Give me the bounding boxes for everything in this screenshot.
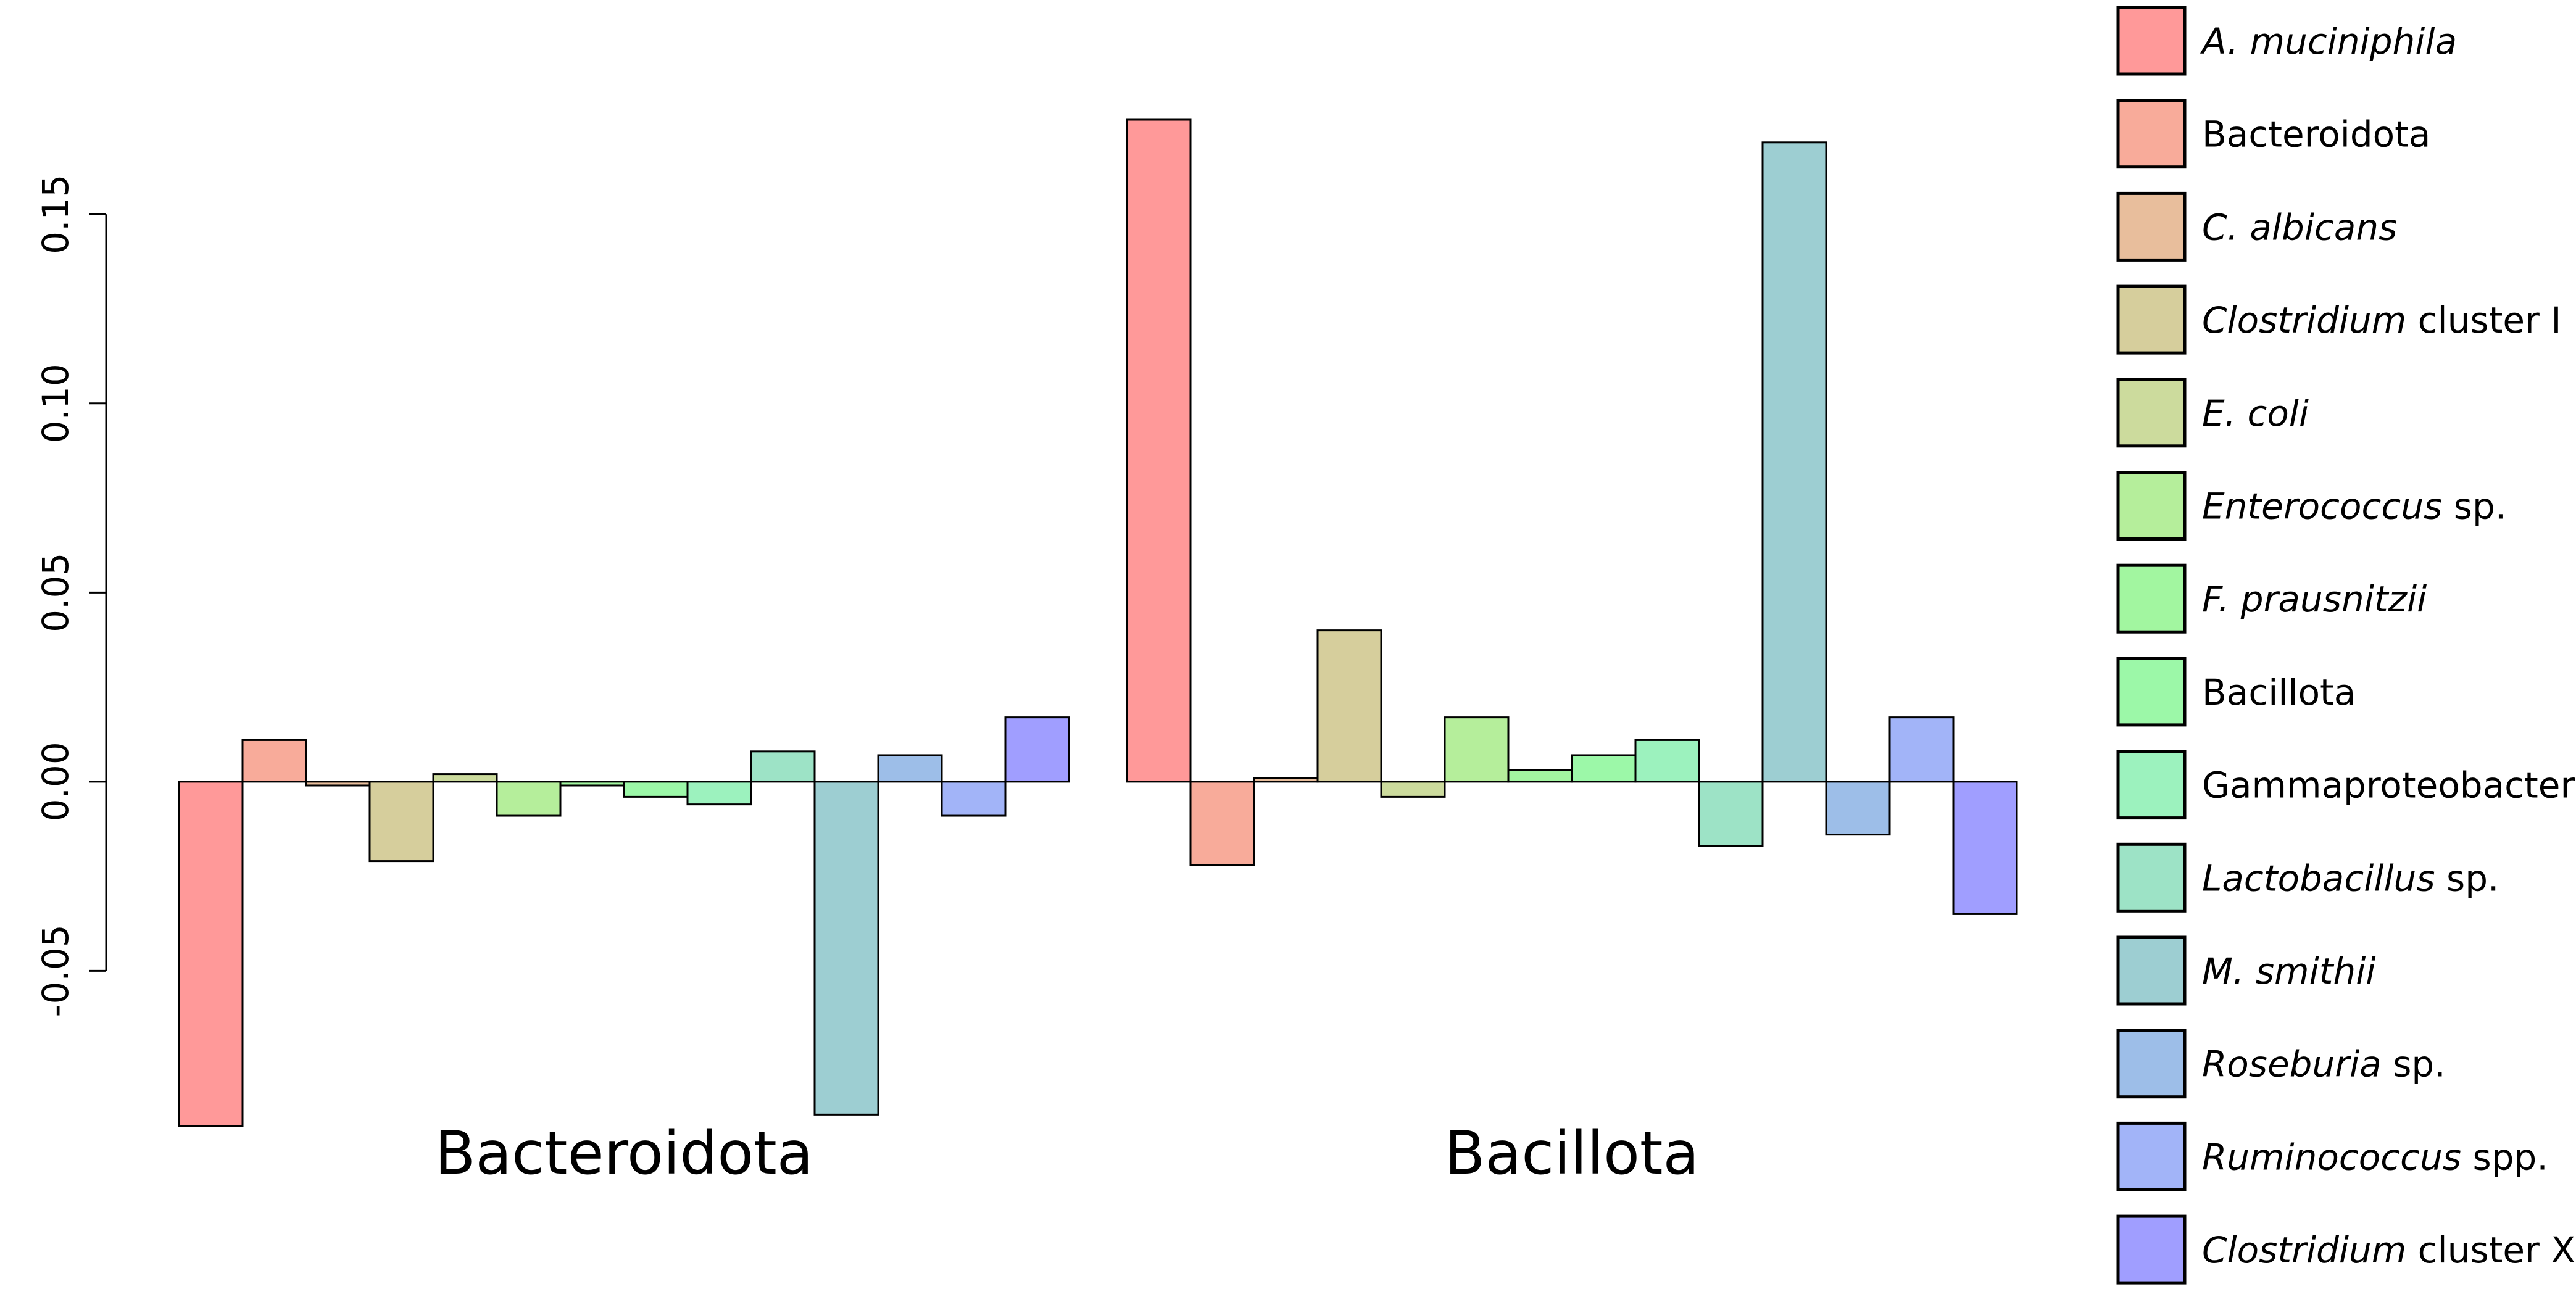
bar — [559, 781, 625, 787]
legend-swatch — [2116, 99, 2187, 169]
bar — [368, 781, 434, 863]
bar — [1004, 716, 1070, 783]
legend-item: Ruminococcus spp. — [2116, 1121, 2548, 1191]
legend-label: Roseburia sp. — [2202, 1043, 2446, 1085]
legend-swatch — [2116, 1121, 2187, 1191]
bar — [877, 754, 943, 783]
category-labels: Bacteroidota Bacillota — [434, 1119, 1699, 1188]
y-tick-label: 0.05 — [35, 553, 77, 632]
legend-item: Clostridium cluster XIV — [2116, 1214, 2576, 1285]
legend-label: Ruminococcus spp. — [2202, 1136, 2548, 1178]
legend-label: Clostridium cluster XIV — [2202, 1229, 2576, 1271]
bar — [1825, 781, 1891, 836]
category-label: Bacillota — [1445, 1119, 1700, 1188]
legend-swatch — [2116, 842, 2187, 913]
legend-label: F. prausnitzii — [2202, 578, 2427, 620]
bar — [1888, 716, 1955, 783]
bar — [941, 781, 1007, 817]
y-tick-label: 0.00 — [35, 742, 77, 821]
bar — [1952, 781, 2018, 915]
legend-swatch — [2116, 378, 2187, 448]
legend-label: Bacillota — [2202, 671, 2356, 713]
bar — [813, 781, 879, 1116]
legend-swatch — [2116, 1214, 2187, 1285]
legend-label: M. smithii — [2202, 950, 2375, 992]
legend-item: A. muciniphila — [2116, 6, 2457, 76]
bar-group-bacillota — [1126, 118, 2018, 915]
bar — [305, 781, 371, 787]
bar — [1253, 777, 1319, 783]
legend-label: E. coli — [2202, 392, 2309, 434]
legend-swatch — [2116, 284, 2187, 355]
bar — [686, 781, 752, 806]
legend-item: Bacteroidota — [2116, 99, 2430, 169]
bar — [1698, 781, 1764, 847]
legend-item: Clostridium cluster I — [2116, 284, 2561, 355]
legend-item: Lactobacillus sp. — [2116, 842, 2499, 913]
bar — [1316, 629, 1382, 783]
bar — [1126, 118, 1192, 783]
bar — [178, 781, 244, 1127]
legend-item: M. smithii — [2116, 935, 2375, 1006]
bar-group-bacteroidota — [178, 716, 1070, 1127]
y-tick-label: 0.15 — [35, 175, 77, 254]
legend-label: Bacteroidota — [2202, 114, 2430, 155]
bar — [623, 781, 689, 798]
legend: A. muciniphila Bacteroidota C. albicans Clo… — [2116, 6, 2576, 1285]
bar — [1634, 739, 1700, 783]
y-axis: -0.05 0.00 0.05 0.10 0.15 — [35, 175, 107, 1017]
bar — [432, 773, 498, 783]
legend-item: E. coli — [2116, 378, 2309, 448]
legend-item: Bacillota — [2116, 657, 2356, 727]
legend-label: A. muciniphila — [2200, 20, 2457, 62]
legend-swatch — [2116, 750, 2187, 820]
y-tick-label: 0.10 — [35, 363, 77, 443]
bar — [750, 750, 816, 783]
legend-label: Lactobacillus sp. — [2202, 857, 2499, 899]
legend-item: F. prausnitzii — [2116, 563, 2427, 634]
legend-label: Clostridium cluster I — [2202, 299, 2561, 341]
bar — [1444, 716, 1510, 783]
legend-swatch — [2116, 191, 2187, 262]
legend-swatch — [2116, 935, 2187, 1006]
legend-swatch — [2116, 6, 2187, 76]
legend-label: C. albicans — [2202, 206, 2397, 248]
y-tick-label: -0.05 — [35, 924, 77, 1017]
legend-swatch — [2116, 563, 2187, 634]
bar — [1189, 781, 1255, 866]
bar-groups — [178, 118, 2018, 1127]
category-label: Bacteroidota — [434, 1119, 813, 1188]
bar — [241, 739, 307, 783]
legend-item: Enterococcus sp. — [2116, 471, 2506, 541]
bar — [496, 781, 562, 817]
legend-swatch — [2116, 657, 2187, 727]
bar — [1761, 141, 1827, 783]
bar — [1380, 781, 1446, 798]
legend-label: Enterococcus sp. — [2202, 486, 2506, 528]
legend-swatch — [2116, 1029, 2187, 1099]
legend-item: Roseburia sp. — [2116, 1029, 2446, 1099]
legend-item: C. albicans — [2116, 191, 2397, 262]
legend-label: Gammaproteobacteria — [2202, 765, 2576, 806]
legend-item: Gammaproteobacteria — [2116, 750, 2576, 820]
legend-swatch — [2116, 471, 2187, 541]
bar — [1571, 754, 1637, 783]
bar — [1507, 769, 1573, 783]
